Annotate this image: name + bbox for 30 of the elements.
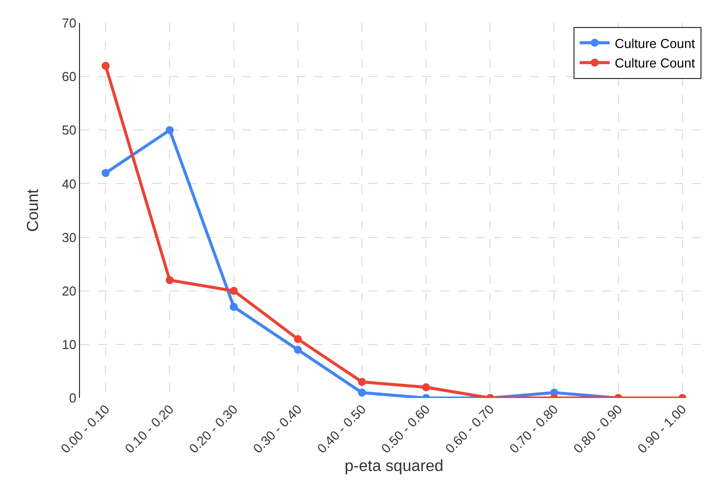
x-tick-label: 0.80 - 0.90: [570, 402, 626, 456]
x-tick-label: 0.70 - 0.80: [506, 402, 561, 456]
point: [422, 383, 430, 392]
y-tick-label: 30: [62, 230, 76, 245]
y-tick-label: 40: [62, 176, 76, 192]
point: [102, 169, 110, 177]
point: [294, 335, 302, 344]
point: [358, 378, 366, 386]
y-tick-label: 20: [62, 283, 76, 298]
point: [294, 346, 302, 354]
point: [166, 126, 174, 134]
y-tick-label: 50: [62, 122, 76, 138]
x-tick-label: 0.30 - 0.40: [250, 402, 305, 456]
y-axis-title: Count: [25, 188, 42, 232]
x-tick-label: 0.40 - 0.50: [314, 402, 369, 456]
point: [230, 302, 238, 311]
x-axis-title: p-eta squared: [344, 458, 444, 476]
legend-label: Culture Count: [614, 56, 696, 71]
point: [102, 62, 110, 70]
point: [358, 388, 366, 397]
x-tick-label: 0.50 - 0.60: [378, 402, 433, 456]
x-tick-label: 0.60 - 0.70: [442, 402, 497, 456]
legend-label: Culture Count: [614, 36, 696, 51]
y-tick-label: 10: [62, 336, 76, 352]
x-tick-label: 0.20 - 0.30: [186, 402, 241, 456]
y-tick-label: 60: [62, 69, 76, 84]
point: [166, 276, 174, 284]
y-tick-label: 70: [62, 16, 76, 31]
point: [230, 286, 238, 295]
x-tick-label: 0.10 - 0.20: [122, 402, 176, 456]
